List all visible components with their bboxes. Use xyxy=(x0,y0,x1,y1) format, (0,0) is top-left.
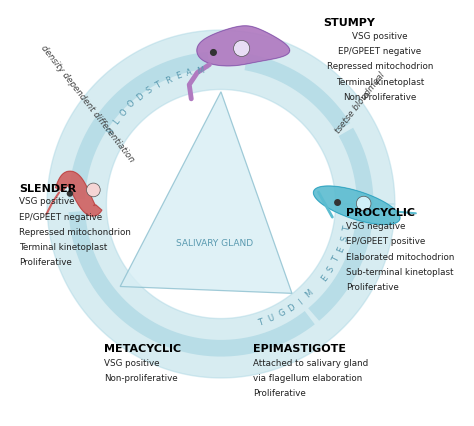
Text: EP/GPEET positive: EP/GPEET positive xyxy=(346,237,425,246)
Circle shape xyxy=(87,184,100,197)
Text: Terminal kinetoplast: Terminal kinetoplast xyxy=(336,78,424,86)
Text: E: E xyxy=(175,71,183,81)
Text: PROCYCLIC: PROCYCLIC xyxy=(346,208,415,218)
Text: tsetse bloodmeal: tsetse bloodmeal xyxy=(334,71,387,135)
Text: M: M xyxy=(196,66,205,76)
Polygon shape xyxy=(313,187,400,225)
Text: EP/GPEET negative: EP/GPEET negative xyxy=(19,212,102,221)
Text: VSG positive: VSG positive xyxy=(352,32,408,41)
Text: U: U xyxy=(267,313,276,323)
Polygon shape xyxy=(197,27,290,66)
Circle shape xyxy=(335,200,340,206)
Text: O: O xyxy=(126,98,137,109)
Text: Attached to salivary gland: Attached to salivary gland xyxy=(253,358,368,367)
Text: D: D xyxy=(286,302,297,313)
Text: M: M xyxy=(303,288,315,299)
Text: S: S xyxy=(339,235,350,242)
Text: Non-Proliferative: Non-Proliferative xyxy=(344,93,417,102)
Text: Terminal kinetoplast: Terminal kinetoplast xyxy=(19,243,108,252)
Circle shape xyxy=(356,197,371,211)
Text: SALIVARY GLAND: SALIVARY GLAND xyxy=(176,238,253,247)
Polygon shape xyxy=(55,172,102,216)
Text: Proliferative: Proliferative xyxy=(19,258,72,267)
Text: S: S xyxy=(144,86,154,96)
Text: EPIMASTIGOTE: EPIMASTIGOTE xyxy=(253,343,346,353)
Text: O: O xyxy=(118,107,129,118)
Text: METACYCLIC: METACYCLIC xyxy=(104,343,182,353)
Text: S: S xyxy=(326,264,336,273)
Circle shape xyxy=(234,41,250,58)
Text: A: A xyxy=(186,68,193,78)
Text: Proliferative: Proliferative xyxy=(253,388,306,397)
Text: Non-proliferative: Non-proliferative xyxy=(104,373,178,382)
Text: STUMPY: STUMPY xyxy=(323,18,374,28)
Text: I: I xyxy=(297,298,304,306)
Text: Proliferative: Proliferative xyxy=(346,282,399,291)
Text: L: L xyxy=(111,117,121,126)
Text: EP/GPEET negative: EP/GPEET negative xyxy=(338,47,421,56)
Text: T: T xyxy=(257,317,264,327)
Text: D: D xyxy=(135,91,145,102)
Text: SLENDER: SLENDER xyxy=(19,183,77,193)
Text: E: E xyxy=(319,273,329,282)
Text: T: T xyxy=(343,225,353,231)
Text: T: T xyxy=(331,255,341,263)
Circle shape xyxy=(67,192,73,197)
Text: density dependent differentiation: density dependent differentiation xyxy=(39,43,136,164)
Text: VSG negative: VSG negative xyxy=(346,222,405,230)
Text: G: G xyxy=(277,308,287,319)
Text: R: R xyxy=(164,75,173,85)
Text: via flagellum elaboration: via flagellum elaboration xyxy=(253,373,362,382)
Text: T: T xyxy=(154,80,163,90)
Text: Elaborated mitochodrion: Elaborated mitochodrion xyxy=(346,252,455,261)
Polygon shape xyxy=(47,31,395,378)
Text: Repressed mitochondrion: Repressed mitochondrion xyxy=(19,227,131,236)
Text: VSG positive: VSG positive xyxy=(19,197,75,206)
Circle shape xyxy=(210,51,216,56)
Text: E: E xyxy=(336,245,346,253)
Text: Sub-terminal kinetoplast: Sub-terminal kinetoplast xyxy=(346,267,454,276)
Text: B: B xyxy=(105,126,116,135)
Text: Repressed mitochodrion: Repressed mitochodrion xyxy=(327,62,433,71)
Text: VSG positive: VSG positive xyxy=(104,358,160,367)
Polygon shape xyxy=(120,92,292,294)
